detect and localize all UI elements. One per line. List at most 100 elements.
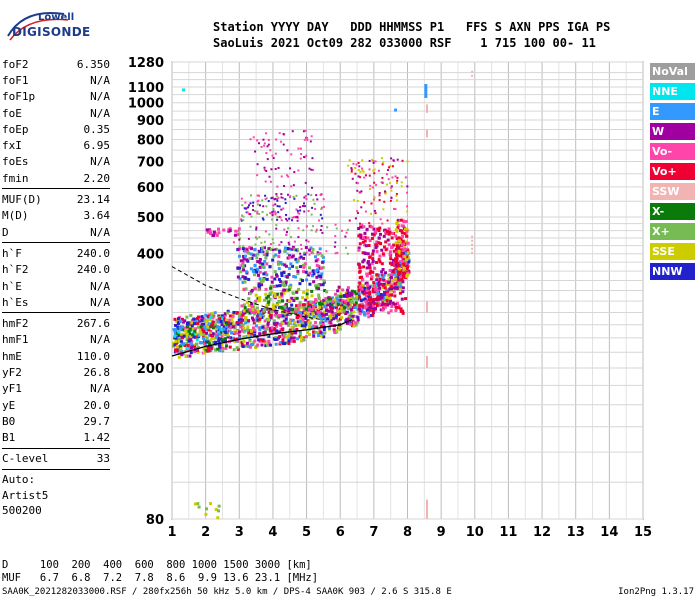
echo-point	[281, 196, 284, 199]
echo-point	[228, 229, 232, 233]
echo-point	[369, 314, 373, 318]
x-tick-label: 3	[235, 525, 244, 540]
echo-point	[332, 298, 336, 302]
echo-point	[344, 299, 348, 303]
echo-point	[262, 253, 266, 257]
echo-point	[354, 166, 357, 169]
echo-point	[321, 260, 325, 264]
echo-point	[219, 319, 223, 323]
echo-point	[282, 319, 286, 323]
echo-point	[294, 309, 298, 313]
echo-point	[264, 194, 267, 197]
echo-point	[359, 176, 362, 179]
echo-point	[304, 129, 307, 132]
echo-point	[378, 226, 382, 230]
echo-point	[363, 313, 367, 317]
echo-point	[316, 258, 320, 262]
echo-point	[196, 318, 200, 322]
echo-point	[402, 256, 406, 260]
echo-point	[237, 230, 240, 233]
echo-point	[214, 348, 218, 352]
echo-point	[310, 274, 314, 278]
echo-point	[263, 307, 267, 311]
echo-point	[385, 183, 388, 186]
echo-point	[301, 296, 305, 300]
echo-point	[235, 337, 239, 341]
echo-point	[274, 342, 278, 346]
echo-point	[273, 270, 277, 274]
echo-point	[388, 302, 392, 306]
echo-point	[402, 262, 406, 266]
echo-point	[232, 241, 235, 244]
echo-point	[323, 301, 327, 305]
logo-swoosh-icon	[7, 12, 69, 41]
echo-point	[403, 245, 407, 249]
echo-point	[214, 327, 218, 331]
echo-point	[401, 280, 405, 284]
echo-point	[367, 302, 371, 306]
echo-point	[301, 205, 304, 208]
echo-point	[212, 337, 216, 341]
echo-point	[236, 275, 240, 279]
echo-point	[381, 157, 384, 160]
echo-point	[371, 309, 375, 313]
echo-point	[258, 250, 262, 254]
echo-point	[354, 217, 357, 220]
echo-point	[308, 302, 312, 306]
echo-point	[262, 278, 266, 282]
echo-point	[284, 264, 288, 268]
echo-point	[368, 296, 372, 300]
echo-point	[239, 325, 243, 329]
echo-point	[298, 319, 302, 323]
echo-point	[300, 336, 304, 340]
echo-point	[308, 282, 312, 286]
echo-point	[308, 324, 312, 328]
echo-point	[194, 327, 198, 331]
echo-point	[372, 281, 376, 285]
echo-point	[319, 194, 322, 197]
echo-point	[210, 323, 214, 327]
echo-point	[341, 288, 345, 292]
echo-point	[394, 108, 398, 112]
echo-point	[359, 222, 362, 225]
echo-point	[287, 342, 291, 346]
echo-point	[253, 339, 257, 343]
echo-point	[389, 273, 393, 277]
legend-item: SSE	[650, 243, 695, 260]
echo-point	[267, 247, 271, 251]
echo-point	[318, 314, 322, 318]
echo-point	[263, 168, 266, 171]
echo-point	[349, 299, 353, 303]
echo-point	[278, 284, 282, 288]
echo-point	[248, 311, 252, 315]
echo-point	[220, 323, 224, 327]
echo-point	[268, 175, 271, 178]
echo-point	[211, 332, 215, 336]
echo-point	[398, 285, 402, 289]
echo-point	[282, 335, 286, 339]
echo-point	[356, 320, 360, 324]
echo-point	[236, 266, 240, 270]
echo-point	[296, 259, 300, 263]
echo-point	[237, 254, 241, 258]
echo-point	[213, 311, 217, 315]
echo-point	[373, 181, 376, 184]
echo-point	[179, 347, 183, 351]
echo-point	[320, 254, 324, 258]
echo-point	[406, 256, 410, 260]
echo-point	[251, 326, 255, 330]
echo-point	[363, 176, 366, 179]
echo-point	[368, 306, 372, 310]
echo-point	[371, 186, 374, 189]
echo-point	[202, 347, 206, 351]
echo-point	[276, 336, 280, 340]
echo-point	[367, 263, 371, 267]
echo-point	[216, 319, 220, 323]
echo-point	[397, 306, 401, 310]
echo-point	[276, 199, 279, 202]
echo-point	[390, 186, 393, 189]
echo-point	[396, 218, 399, 221]
echo-point	[330, 303, 334, 307]
echo-point	[401, 286, 405, 290]
echo-point	[368, 224, 372, 228]
